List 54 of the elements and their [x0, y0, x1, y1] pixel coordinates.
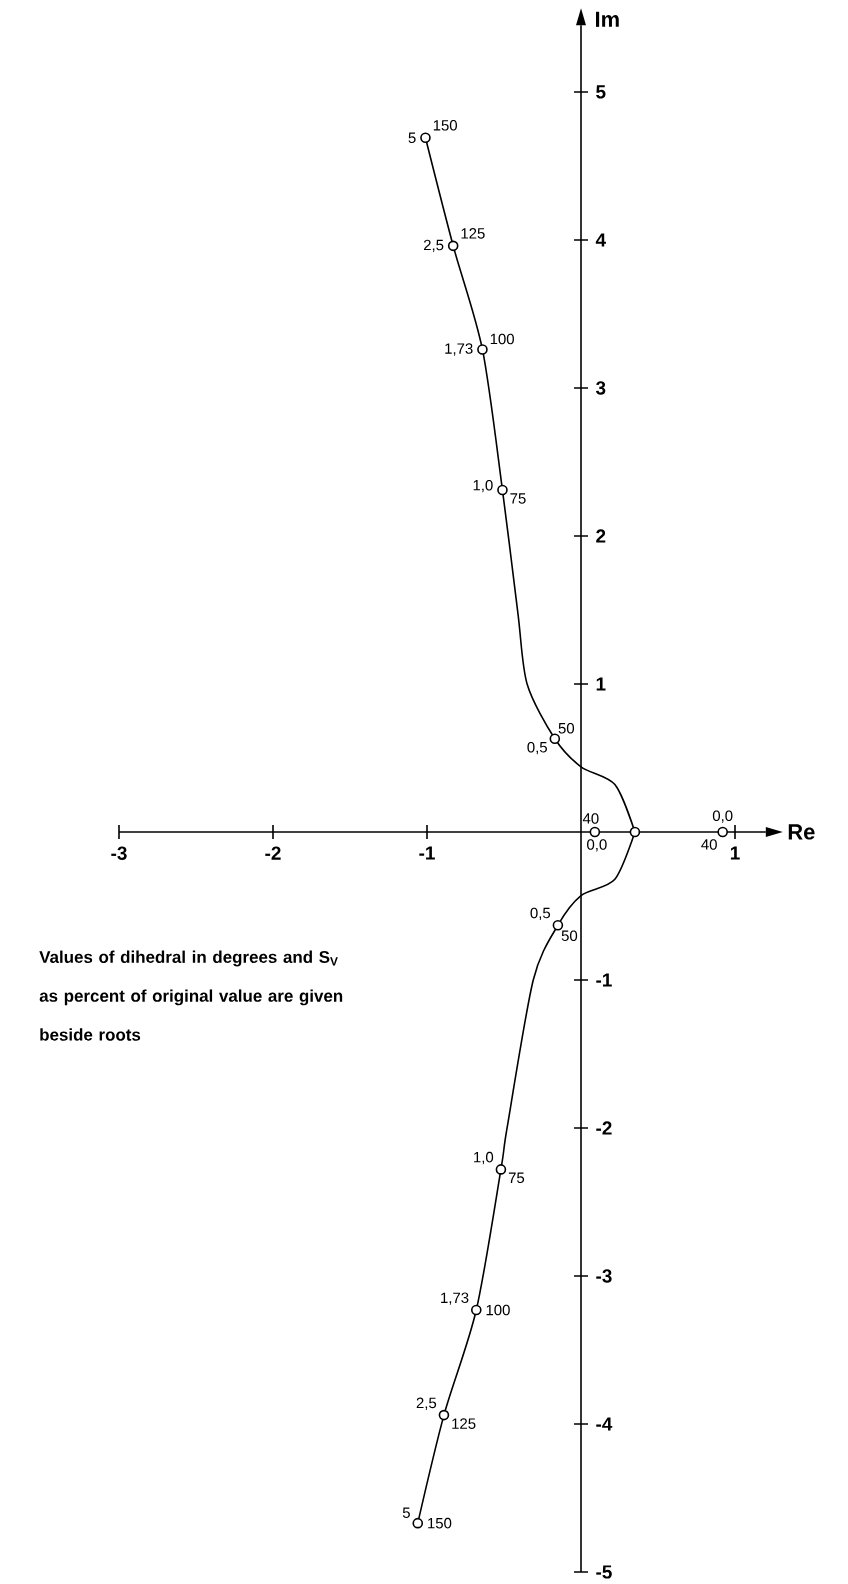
y-tick-label: 2 — [596, 529, 606, 543]
y-tick-label: 1 — [596, 677, 606, 691]
annotation: 1,0 — [474, 1151, 494, 1165]
annotation: 150 — [433, 120, 457, 131]
y-tick-label: 5 — [596, 85, 606, 99]
y-tick-label: 3 — [595, 381, 606, 395]
point — [412, 1517, 424, 1529]
annotation: 40 — [701, 839, 717, 850]
annotation: 1,73 — [445, 343, 473, 356]
x-tick-label: -2 — [265, 846, 281, 860]
y-tick-label: -5 — [596, 1565, 612, 1579]
annotation: 40 — [582, 813, 599, 824]
text: Values of dihedral in degrees and S$_{V}$ as percent of original value are given beside roots — [39, 950, 343, 1041]
point — [552, 919, 564, 931]
annotation: 50 — [558, 722, 575, 734]
annotation: 125 — [452, 1418, 476, 1429]
annotation: 1,0 — [473, 479, 493, 493]
point — [420, 132, 431, 144]
annotation: 150 — [428, 1517, 452, 1529]
x-axis-title: Re — [788, 824, 815, 840]
point — [589, 826, 601, 838]
annotation: 1,73 — [441, 1292, 469, 1305]
y-tick-label: 4 — [595, 233, 606, 247]
point — [477, 344, 488, 355]
x-tick-label: -1 — [419, 846, 435, 860]
annotation: 5 — [402, 1507, 410, 1518]
annotation: 2,5 — [423, 239, 444, 253]
y-tick-label: -2 — [596, 1121, 612, 1135]
annotation: 50 — [561, 930, 578, 941]
point — [470, 1304, 482, 1316]
y-axis-title: Im — [595, 11, 619, 27]
x-tick-label: 1 — [730, 846, 740, 860]
point — [497, 484, 508, 496]
annotation: 125 — [461, 228, 485, 239]
annotation: 0,5 — [530, 907, 551, 921]
annotation: 2,5 — [416, 1397, 437, 1410]
point — [447, 240, 459, 252]
point — [438, 1409, 450, 1421]
point — [717, 826, 728, 838]
annotation: 0,0 — [587, 839, 607, 852]
annotation: 75 — [510, 493, 526, 504]
point — [549, 733, 561, 745]
annotation: 100 — [490, 333, 514, 345]
y-tick-label: -4 — [596, 1417, 613, 1431]
annotation: 0,5 — [527, 741, 547, 755]
annotation: 100 — [486, 1304, 510, 1316]
annotation: 75 — [508, 1172, 525, 1184]
annotation: 0,0 — [712, 810, 733, 823]
y-tick-label: -3 — [596, 1269, 612, 1283]
point — [629, 826, 641, 838]
y-tick-label: -1 — [596, 973, 612, 987]
annotation: 5 — [408, 132, 416, 144]
x-tick-label: -3 — [111, 846, 127, 860]
point — [495, 1164, 507, 1175]
